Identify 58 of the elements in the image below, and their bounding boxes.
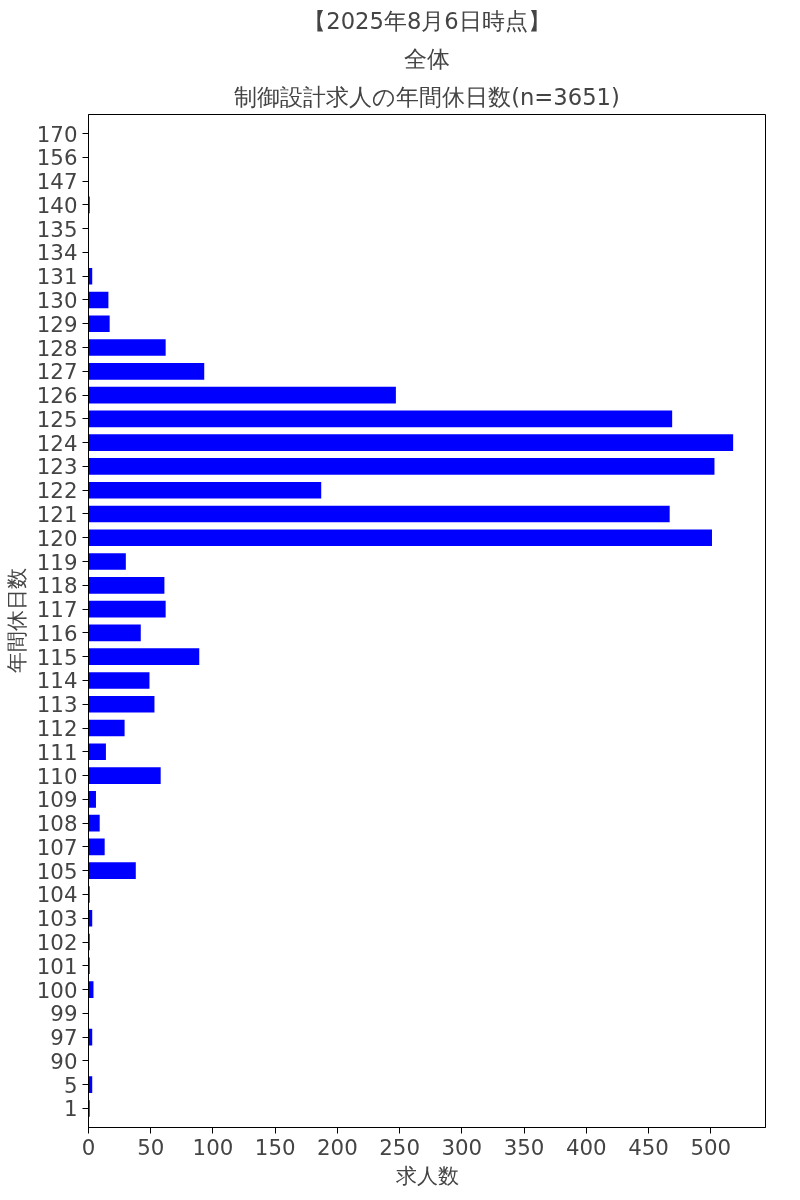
y-tick-label: 108: [36, 811, 78, 837]
y-tick-label: 107: [36, 834, 78, 860]
y-tick-label: 128: [36, 335, 78, 361]
x-tick-label: 200: [317, 1134, 358, 1160]
y-tick-label: 115: [36, 644, 78, 670]
x-axis-title: 求人数: [395, 1162, 459, 1188]
y-tick-label: 97: [50, 1025, 78, 1051]
y-tick-label: 109: [36, 787, 78, 813]
y-tick-label: 131: [36, 264, 78, 290]
y-tick-label: 118: [36, 573, 78, 599]
y-tick-label: 127: [36, 359, 78, 385]
text: 【2025年8月6日時点】: [303, 7, 551, 34]
chart-subtitle: 全体: [404, 45, 450, 72]
y-tick-label: 103: [36, 906, 78, 932]
y-tick-label: 101: [36, 953, 78, 979]
x-tick-label: 300: [441, 1134, 483, 1160]
y-tick-label: 170: [36, 121, 78, 147]
x-tick-label: 250: [379, 1134, 420, 1160]
y-tick-label: 147: [36, 169, 78, 195]
x-tick-label: 0: [81, 1134, 96, 1160]
x-tick-label: 100: [192, 1134, 234, 1160]
y-tick-label: 130: [36, 287, 78, 313]
x-tick-label: 50: [137, 1134, 165, 1160]
x-tick-label: 500: [690, 1134, 732, 1160]
x-tick-label: 350: [503, 1134, 545, 1160]
y-tick-label: 102: [36, 930, 78, 956]
y-tick-label: 117: [36, 597, 78, 623]
chart-title: 制御設計求人の年間休日数(n=3651): [234, 83, 620, 110]
y-tick-label: 110: [36, 763, 78, 789]
y-tick-label: 135: [36, 216, 78, 242]
y-axis-title: 年間休日数: [3, 568, 29, 674]
y-tick-label: 156: [36, 145, 78, 171]
y-tick-label: 116: [36, 620, 78, 646]
y-tick-label: 104: [36, 882, 78, 908]
y-tick-label: 111: [36, 739, 78, 765]
y-tick-label: 134: [36, 240, 78, 266]
y-tick-label: 112: [36, 716, 78, 742]
y-tick-label: 121: [36, 501, 78, 527]
y-tick-label: 114: [36, 668, 78, 694]
y-tick-label: 140: [36, 192, 78, 218]
y-tick-label: 126: [36, 383, 78, 409]
y-tick-label: 129: [36, 311, 78, 337]
y-tick-label: 105: [36, 858, 78, 884]
y-tick-label: 119: [36, 549, 78, 575]
y-tick-label: 113: [36, 692, 78, 718]
y-tick-label: 1: [63, 1096, 78, 1122]
y-tick-label: 120: [36, 525, 78, 551]
x-tick-label: 400: [565, 1134, 607, 1160]
x-tick-label: 450: [628, 1134, 669, 1160]
y-tick-label: 99: [50, 1001, 78, 1027]
y-tick-label: 125: [36, 406, 78, 432]
y-tick-label: 5: [63, 1072, 78, 1098]
y-tick-label: 123: [36, 454, 78, 480]
x-tick-label: 150: [254, 1134, 296, 1160]
y-tick-label: 100: [36, 977, 78, 1003]
y-tick-label: 122: [36, 478, 78, 504]
y-tick-label: 124: [36, 430, 78, 456]
y-tick-label: 90: [50, 1048, 78, 1074]
